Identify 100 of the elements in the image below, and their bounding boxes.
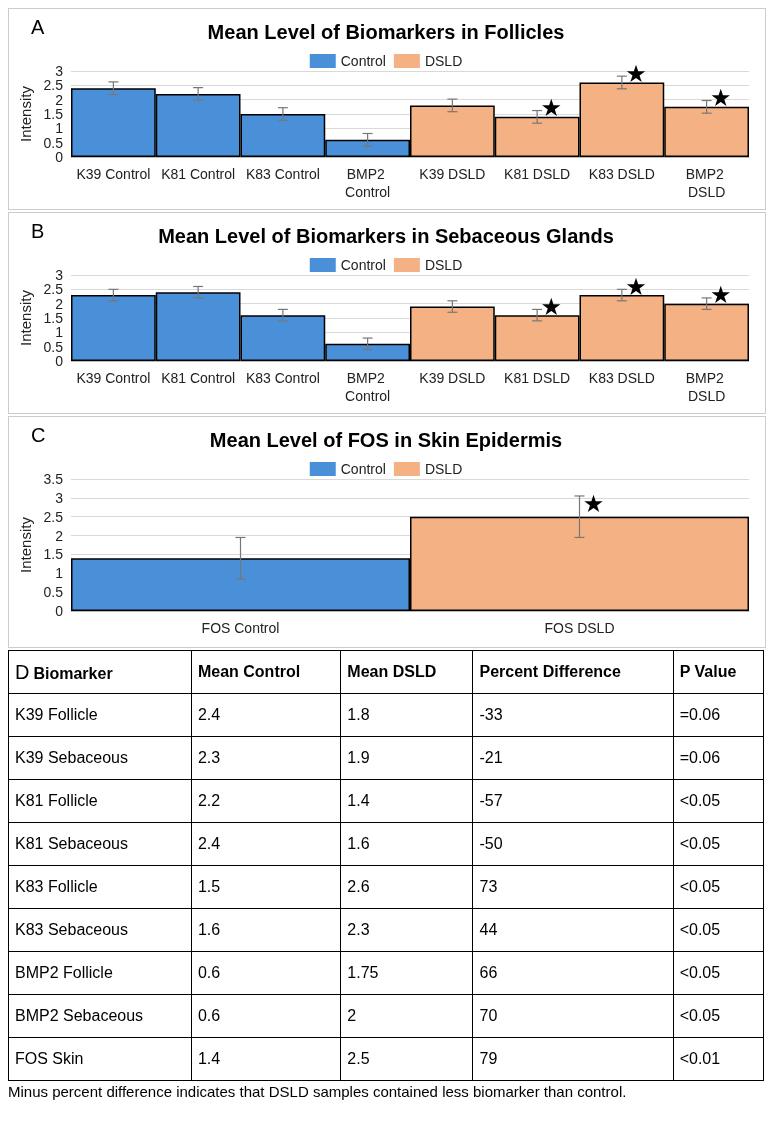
text: 0.6 — [197, 1007, 221, 1024]
x-tick-label: BMP2 DSLD — [685, 166, 728, 200]
y-tick-label: 0 — [55, 603, 64, 619]
text: <0.05 — [679, 964, 721, 981]
y-tick-label: 2.5 — [43, 281, 64, 298]
text: <0.05 — [679, 921, 721, 938]
text: -50 — [479, 835, 503, 852]
y-tick-label: 3 — [55, 63, 64, 79]
text: 70 — [479, 1007, 498, 1024]
x-tick-label: K39 DSLD — [419, 370, 486, 386]
text: 1.4 — [347, 792, 370, 809]
legend-label: DSLD — [424, 53, 463, 69]
x-tick-label: K83 Control — [245, 166, 320, 182]
x-tick-label: K83 DSLD — [588, 370, 655, 386]
annotation: ★ — [625, 60, 647, 89]
text: 66 — [479, 964, 498, 981]
y-axis-title: Intensity — [16, 85, 34, 142]
y-tick-label: 1.5 — [43, 310, 64, 326]
text: D — [15, 660, 30, 683]
y-tick-label: 3.5 — [43, 471, 64, 487]
x-tick-label: K83 DSLD — [588, 166, 655, 182]
text: 2.5 — [347, 1050, 370, 1067]
category-label: K39 Sebaceous — [15, 749, 128, 766]
text: C — [31, 424, 46, 446]
x-tick-label: K83 Control — [245, 370, 320, 386]
chart-title: Mean Level of Biomarkers in Follicles — [207, 21, 565, 43]
y-tick-label: 0.5 — [43, 134, 64, 151]
y-tick-label: 2 — [55, 527, 64, 544]
y-tick-label: 1.5 — [43, 106, 64, 122]
text: <0.05 — [679, 1007, 721, 1024]
chart-title: Mean Level of Biomarkers in Sebaceous Glands — [158, 225, 614, 247]
annotation: ★ — [709, 281, 732, 310]
text: B — [31, 220, 45, 242]
text: 79 — [479, 1050, 498, 1067]
y-tick-label: 0 — [55, 353, 64, 369]
y-tick-label: 0.5 — [43, 338, 64, 355]
y-tick-label: 2 — [55, 295, 64, 312]
text: Minus percent difference indicates that DSLD samples contained less biomarker than control. — [8, 1083, 628, 1100]
y-axis-title: Intensity — [16, 289, 34, 346]
text: 1.5 — [197, 878, 221, 895]
y-tick-label: 3 — [55, 267, 64, 283]
text: 0.6 — [197, 964, 221, 981]
annotation: ★ — [540, 292, 562, 321]
y-tick-label: 0.5 — [43, 584, 64, 601]
text: 1.4 — [197, 1050, 221, 1067]
legend-label: Control — [340, 53, 386, 69]
category-label: BMP2 Sebaceous — [15, 1007, 144, 1024]
category-label: Mean Control — [191, 650, 341, 694]
y-tick-label: 2 — [55, 91, 64, 108]
text: 1.8 — [347, 706, 370, 723]
text: 44 — [479, 921, 498, 938]
text: 2.4 — [197, 835, 221, 852]
y-axis-title: Intensity — [16, 516, 34, 573]
category-label: Percent Difference — [472, 650, 674, 694]
text: =0.06 — [679, 749, 721, 766]
text: 1.9 — [347, 749, 370, 766]
text: 2.3 — [347, 921, 370, 938]
text: -21 — [479, 749, 503, 766]
y-tick-label: 1 — [55, 324, 64, 341]
category-label: K39 Follicle — [15, 706, 98, 723]
category-label: BMP2 Follicle — [15, 964, 113, 981]
y-tick-label: 2.5 — [43, 77, 64, 94]
x-tick-label: K81 DSLD — [504, 370, 571, 386]
x-tick-label: K39 Control — [76, 370, 151, 386]
category-label: K81 Follicle — [15, 792, 98, 809]
category-label: Biomarker — [33, 664, 113, 682]
text: A — [31, 16, 45, 38]
x-tick-label: K81 Control — [161, 370, 236, 386]
text: 73 — [479, 878, 498, 895]
text: <0.05 — [679, 835, 721, 852]
text: <0.05 — [679, 792, 721, 809]
y-tick-label: 0 — [55, 149, 64, 165]
text: 1.6 — [197, 921, 221, 938]
x-tick-label: K81 DSLD — [504, 166, 571, 182]
annotation: ★ — [709, 84, 732, 113]
text: 1.75 — [347, 964, 379, 981]
x-tick-label: FOS Control — [201, 620, 280, 636]
text: 2.2 — [197, 792, 221, 809]
text: <0.01 — [679, 1050, 721, 1067]
category-label: Mean DSLD — [340, 650, 473, 694]
y-tick-label: 1 — [55, 120, 64, 137]
category-label: K83 Sebaceous — [15, 921, 128, 938]
x-tick-label: K39 Control — [76, 166, 151, 182]
annotation: ★ — [625, 273, 647, 302]
x-tick-label: K81 Control — [161, 166, 236, 182]
category-label: FOS Skin — [15, 1050, 84, 1067]
x-tick-label: FOS DSLD — [544, 620, 615, 636]
y-tick-label: 3 — [55, 489, 64, 506]
x-tick-label: BMP2 Control — [345, 166, 391, 200]
legend-label: DSLD — [424, 257, 463, 273]
category-label: K81 Sebaceous — [15, 835, 128, 852]
x-tick-label: BMP2 Control — [345, 370, 391, 404]
category-label: K83 Follicle — [15, 878, 98, 895]
y-tick-label: 1.5 — [43, 546, 64, 563]
annotation: ★ — [540, 93, 562, 122]
x-tick-label: K39 DSLD — [419, 166, 486, 182]
legend-label: DSLD — [424, 461, 463, 477]
legend-label: Control — [340, 461, 386, 477]
chart-title: Mean Level of FOS in Skin Epidermis — [209, 429, 563, 451]
text: 2.3 — [197, 749, 221, 766]
